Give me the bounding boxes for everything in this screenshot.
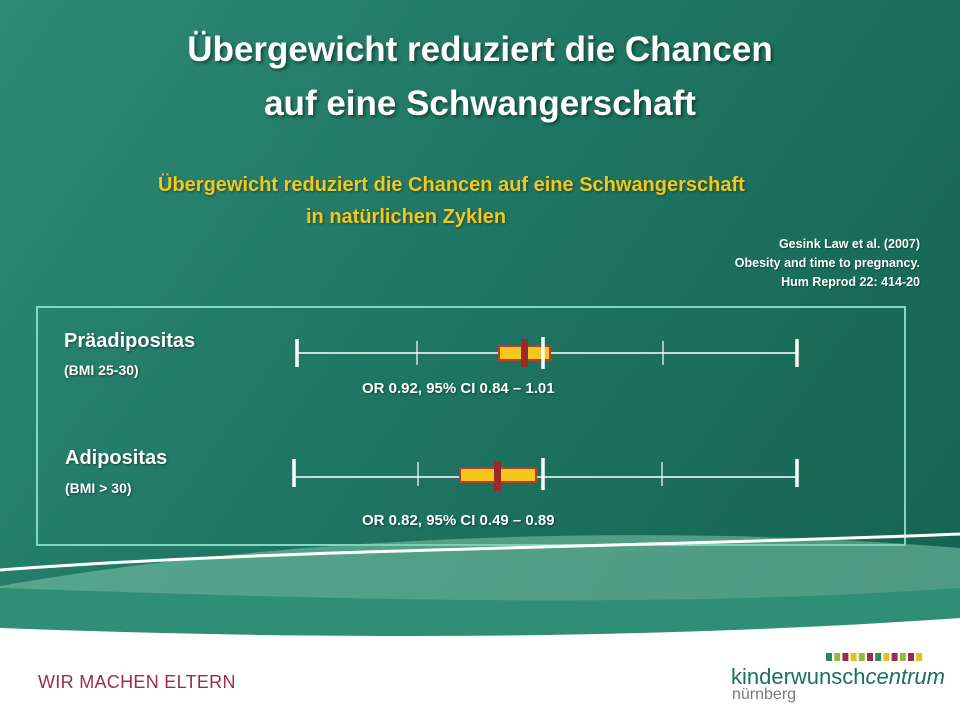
logo-square (867, 653, 873, 661)
logo-word1: kinderwunsch (731, 664, 866, 689)
slide-title-line2: auf eine Schwangerschaft (264, 84, 696, 123)
logo-word2: centrum (865, 664, 945, 689)
slogan: WIR MACHEN ELTERN (38, 672, 236, 692)
logo-square (916, 653, 923, 661)
logo-square (875, 653, 882, 661)
row1-label: Präadipositas (64, 330, 196, 352)
logo-square (908, 653, 914, 661)
reference-line3: Hum Reprod 22: 414-20 (781, 275, 920, 289)
point-estimate-marker (494, 461, 501, 491)
row2-sublabel: (BMI > 30) (65, 480, 132, 496)
reference-line1: Gesink Law et al. (2007) (778, 237, 920, 251)
slide-title-line1: Übergewicht reduziert die Chancen (187, 30, 773, 69)
logo-square (858, 653, 865, 661)
logo-wordmark: kinderwunschcentrum (731, 664, 945, 690)
row2-or-text: OR 0.82, 95% CI 0.49 – 0.89 (362, 512, 555, 529)
logo-city: nürnberg (732, 686, 797, 703)
row1-or-text: OR 0.92, 95% CI 0.84 – 1.01 (362, 380, 555, 397)
reference-line2: Obesity and time to pregnancy. (734, 256, 920, 270)
forest-row-2 (292, 458, 799, 491)
logo-square (891, 653, 898, 661)
subtitle-line1: Übergewicht reduziert die Chancen auf ei… (158, 174, 745, 196)
logo-square (850, 653, 857, 661)
row2-label: Adipositas (65, 447, 168, 469)
logo-squares (826, 653, 923, 661)
logo-square (834, 653, 841, 661)
wave-line (0, 532, 960, 572)
footer-background (0, 618, 960, 720)
logo-square (899, 653, 906, 661)
logo-square (883, 653, 890, 661)
logo-square (842, 653, 849, 661)
forest-row-1 (295, 337, 799, 369)
row1-sublabel: (BMI 25-30) (64, 362, 139, 378)
point-estimate-marker (521, 339, 528, 367)
logo-square (826, 653, 832, 661)
subtitle-line2: in natürlichen Zyklen (306, 206, 507, 228)
